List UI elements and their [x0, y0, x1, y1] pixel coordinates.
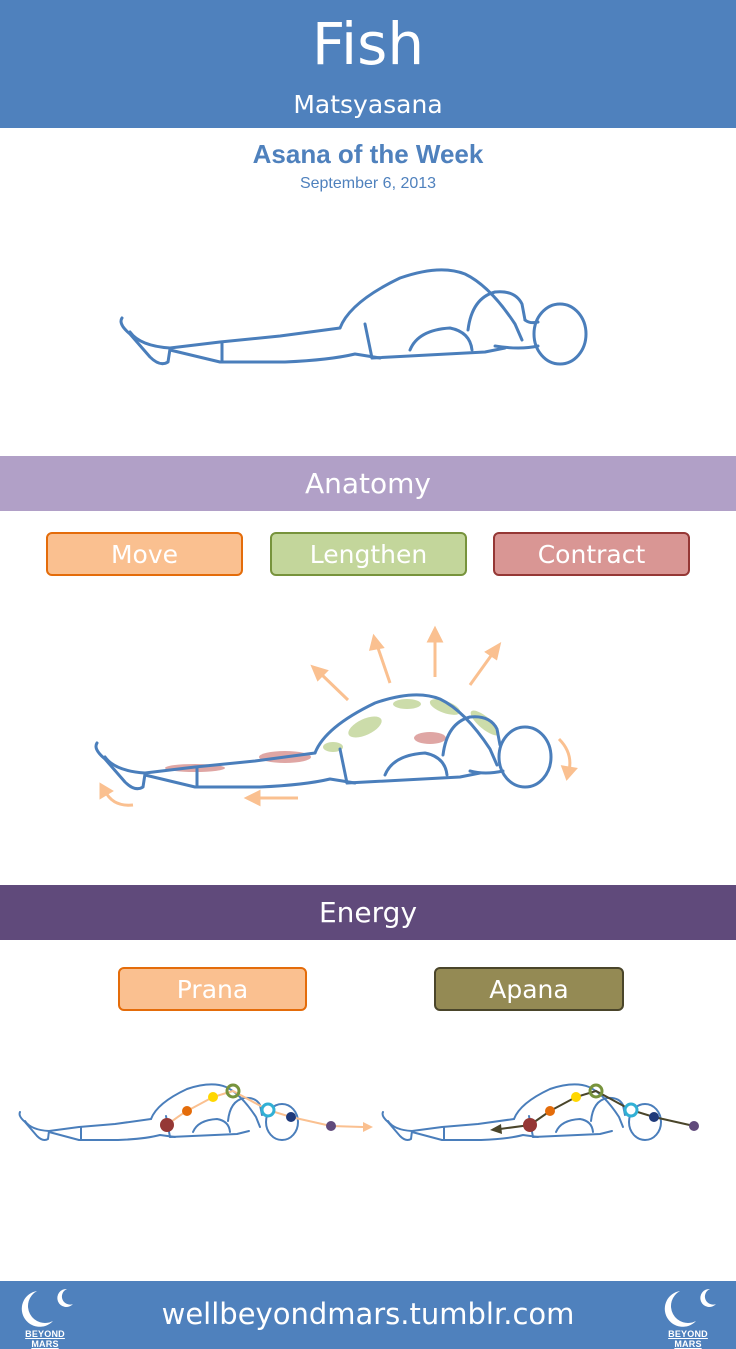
- lengthen-legend-chip: Lengthen: [270, 532, 467, 576]
- apana-legend-chip: Apana: [434, 967, 624, 1011]
- move-legend-chip: Move: [46, 532, 243, 576]
- pose-illustration: [119, 268, 588, 366]
- apana-flow-illustration: [381, 1083, 699, 1141]
- logo-wordmark: BEYOND MARS: [25, 1329, 65, 1349]
- right-logo: BEYOND MARS: [658, 1287, 718, 1349]
- energy-section-header: Energy: [0, 885, 736, 940]
- moon-icon: [664, 1288, 716, 1327]
- pose-sanskrit-name: Matsyasana: [293, 90, 443, 119]
- publish-date: September 6, 2013: [299, 175, 437, 192]
- moon-icon: [21, 1288, 73, 1327]
- footer-banner: [0, 1281, 736, 1349]
- anatomy-section-header: Anatomy: [0, 456, 736, 511]
- prana-flow-illustration: [18, 1083, 373, 1141]
- title-banner: [0, 0, 736, 128]
- contract-legend-chip: Contract: [493, 532, 690, 576]
- left-logo: BEYOND MARS: [15, 1287, 75, 1349]
- prana-legend-chip: Prana: [118, 967, 307, 1011]
- series-title: Asana of the Week: [252, 139, 484, 169]
- website-url[interactable]: wellbeyondmars.tumblr.com: [161, 1297, 575, 1331]
- anatomy-illustration: [94, 625, 578, 807]
- logo-wordmark: BEYOND MARS: [668, 1329, 708, 1349]
- pose-title: Fish: [311, 10, 425, 78]
